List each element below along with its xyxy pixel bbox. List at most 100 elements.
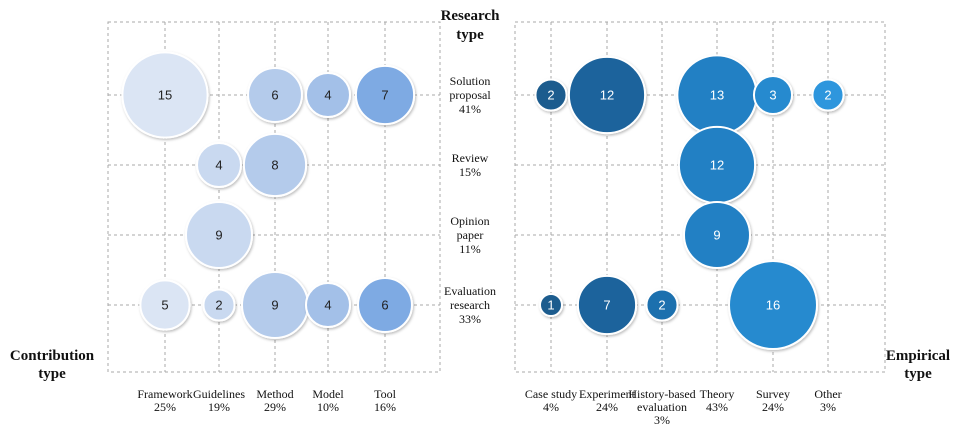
axis-title-line: Contribution — [10, 348, 95, 364]
bubble-label: 9 — [271, 297, 278, 312]
bubble-label: 4 — [324, 87, 331, 102]
bubble-label: 12 — [600, 87, 614, 102]
x-tick-share: 25% — [154, 400, 176, 414]
x-tick-label: Survey — [756, 387, 790, 401]
chart-title-line: Research — [441, 8, 501, 24]
bubble — [811, 78, 845, 112]
x-tick-label: Model — [312, 387, 344, 401]
bubble-label: 2 — [658, 297, 665, 312]
x-tick-label: History-based evaluation — [628, 387, 695, 414]
bubble — [576, 274, 638, 336]
axis-title-line: type — [904, 366, 932, 382]
chart-title-line: type — [456, 27, 484, 43]
bubble — [305, 72, 351, 118]
bubble-label: 2 — [547, 87, 554, 102]
x-tick-share: 29% — [264, 400, 286, 414]
chart-title: Research type — [441, 8, 501, 43]
axis-title-line: Empirical — [886, 348, 950, 364]
x-tick-share: 4% — [543, 400, 559, 414]
bubble — [728, 260, 818, 350]
bubble-label: 7 — [381, 87, 388, 102]
x-tick-label: Experiment — [579, 387, 636, 401]
panel-frame — [107, 21, 441, 373]
x-tick-label-line: Framework — [137, 387, 192, 401]
bubble — [121, 51, 209, 139]
row-label-line: Evaluation — [444, 284, 496, 298]
bubble — [683, 201, 751, 269]
bubble-label: 4 — [215, 157, 222, 172]
bubble — [534, 78, 568, 112]
bubble-label: 5 — [161, 297, 168, 312]
axis-title: Contribution type — [10, 348, 95, 382]
x-tick-label-line: History-based — [628, 387, 695, 401]
bubble — [567, 55, 647, 135]
bubble — [305, 282, 351, 328]
row-label-line: research — [450, 298, 490, 312]
bubble-label: 8 — [271, 157, 278, 172]
x-tick-share: 3% — [654, 413, 670, 425]
row-label: Evaluation research — [444, 284, 496, 312]
bubble-label: 7 — [603, 297, 610, 312]
x-tick-label: Guidelines — [193, 387, 245, 401]
bubble-label: 6 — [381, 297, 388, 312]
x-tick-label-line: evaluation — [637, 400, 687, 414]
bubble — [645, 288, 679, 322]
x-tick-share: 24% — [762, 400, 784, 414]
row-share: 41% — [459, 102, 481, 116]
row-label: Review — [452, 151, 489, 165]
row-label: Solution proposal — [449, 74, 491, 102]
x-tick-label-line: Case study — [525, 387, 577, 401]
bubble-label: 1 — [547, 297, 554, 312]
bubble — [185, 201, 253, 269]
bubble-label: 16 — [766, 297, 780, 312]
bubble-label: 2 — [215, 297, 222, 312]
bubble-label: 9 — [215, 227, 222, 242]
axis-title: Empirical type — [886, 348, 950, 382]
row-label-line: Review — [452, 151, 489, 165]
row-share: 11% — [459, 242, 481, 256]
x-tick-label-line: Method — [256, 387, 293, 401]
row-label: Opinion paper — [450, 214, 489, 242]
bubble-label: 9 — [713, 227, 720, 242]
x-tick-share: 10% — [317, 400, 339, 414]
row-share: 15% — [459, 165, 481, 179]
bubble — [752, 74, 794, 116]
axis-title-line: type — [38, 366, 66, 382]
bubble — [247, 67, 303, 123]
bubble — [139, 279, 191, 331]
x-tick-share: 43% — [706, 400, 728, 414]
bubble — [202, 288, 236, 322]
x-tick-label-line: Tool — [374, 387, 396, 401]
bubble-label: 2 — [824, 87, 831, 102]
bubble — [242, 132, 308, 198]
x-tick-label: Theory — [700, 387, 735, 401]
x-tick-label-line: Other — [814, 387, 841, 401]
bubble-label: 13 — [710, 87, 724, 102]
row-label-line: paper — [457, 228, 484, 242]
x-tick-label: Tool — [374, 387, 396, 401]
bubble-label: 12 — [710, 157, 724, 172]
x-tick-label-line: Theory — [700, 387, 735, 401]
x-tick-label: Framework — [137, 387, 192, 401]
x-tick-label: Case study — [525, 387, 577, 401]
bubble — [539, 293, 563, 317]
x-tick-label-line: Experiment — [579, 387, 636, 401]
x-tick-label-line: Survey — [756, 387, 790, 401]
x-tick-label: Method — [256, 387, 293, 401]
bubble-label: 3 — [769, 87, 776, 102]
bubble — [354, 64, 416, 126]
x-tick-label-line: Model — [312, 387, 344, 401]
x-tick-label-line: Guidelines — [193, 387, 245, 401]
x-tick-share: 19% — [208, 400, 230, 414]
bubble-label: 4 — [324, 297, 331, 312]
bubble-label: 6 — [271, 87, 278, 102]
x-tick-label: Other — [814, 387, 841, 401]
bubble — [196, 142, 242, 188]
bubble — [357, 277, 413, 333]
x-tick-share: 24% — [596, 400, 618, 414]
row-share: 33% — [459, 312, 481, 326]
row-label-line: proposal — [449, 88, 491, 102]
bubble-label: 15 — [158, 87, 172, 102]
row-label-line: Solution — [450, 74, 491, 88]
